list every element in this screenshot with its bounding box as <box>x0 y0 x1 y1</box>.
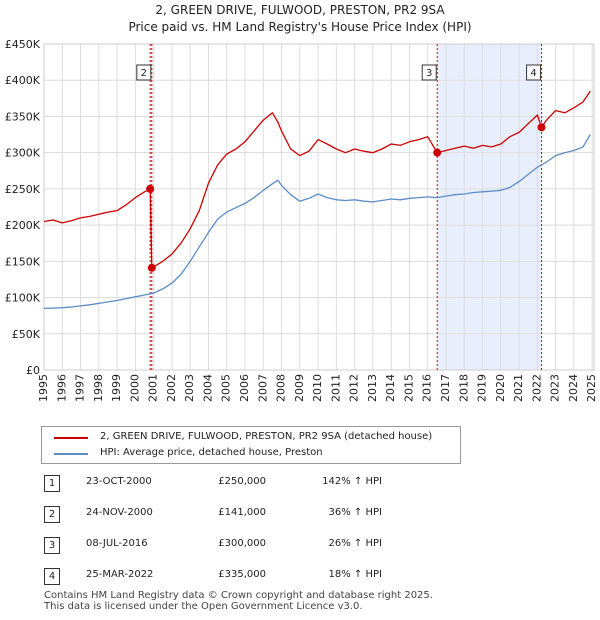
sale-date: 08-JUL-2016 <box>86 538 148 549</box>
sale-date: 25-MAR-2022 <box>86 569 154 580</box>
series-lines <box>43 90 591 310</box>
sale-point <box>433 148 442 157</box>
sale-row: 3 08-JUL-2016 £300,000 26% ↑ HPI <box>44 536 464 554</box>
sale-price: £141,000 <box>218 507 266 518</box>
legend-label-property: 2, GREEN DRIVE, FULWOOD, PRESTON, PR2 9S… <box>100 431 433 442</box>
x-tick-label: 2002 <box>165 374 178 402</box>
sale-point <box>147 263 156 272</box>
x-tick-label: 2024 <box>567 374 580 402</box>
sale-hpi-change: 36% ↑ HPI <box>328 507 382 518</box>
sale-number-badge: 2 <box>44 506 60 523</box>
x-tick-label: 2019 <box>476 374 489 402</box>
legend: 2, GREEN DRIVE, FULWOOD, PRESTON, PR2 9S… <box>41 426 461 464</box>
x-axis-ticks: 1995 1996 1997 1998 1999 2000 2001 2002 2003 2004… <box>37 374 598 402</box>
marker-label-box: 4 <box>526 64 542 81</box>
y-tick-label: £450K <box>5 38 41 51</box>
x-tick-label: 2001 <box>147 374 160 402</box>
x-tick-label: 1996 <box>55 374 68 402</box>
x-tick-label: 2005 <box>220 374 233 402</box>
marker-label-text: 4 <box>530 68 536 79</box>
footer: Contains HM Land Registry data © Crown c… <box>44 590 433 612</box>
x-tick-label: 2020 <box>494 374 507 402</box>
shaded-period <box>437 44 542 370</box>
x-tick-label: 1998 <box>92 374 105 402</box>
x-tick-label: 2011 <box>329 374 342 402</box>
marker-label-frame <box>421 64 437 81</box>
marker-label-frame <box>136 64 152 81</box>
grid-lines <box>43 43 595 371</box>
sale-hpi-change: 142% ↑ HPI <box>322 476 382 487</box>
series-line <box>43 90 591 269</box>
y-tick-label: £50K <box>12 328 41 341</box>
sale-date: 23-OCT-2000 <box>86 476 152 487</box>
x-tick-label: 2000 <box>128 374 141 402</box>
x-tick-label: 2018 <box>457 374 470 402</box>
x-tick-label: 2009 <box>293 374 306 402</box>
y-tick-label: £100K <box>5 292 41 305</box>
y-tick-label: £200K <box>5 219 41 232</box>
sale-price: £300,000 <box>218 538 266 549</box>
x-tick-label: 2007 <box>256 374 269 402</box>
x-tick-label: 2012 <box>348 374 361 402</box>
sale-point <box>537 123 546 132</box>
sale-row: 4 25-MAR-2022 £335,000 18% ↑ HPI <box>44 567 464 585</box>
y-tick-label: £150K <box>5 255 41 268</box>
price-chart: 2, GREEN DRIVE, FULWOOD, PRESTON, PR2 9S… <box>5 3 598 402</box>
x-tick-label: 2010 <box>311 374 324 402</box>
x-tick-label: 2014 <box>384 374 397 402</box>
marker-label-box: 2 <box>136 64 152 81</box>
sale-number-badge: 3 <box>44 537 60 554</box>
x-tick-label: 2008 <box>275 374 288 402</box>
y-tick-label: £400K <box>5 74 41 87</box>
x-tick-label: 1995 <box>37 374 50 402</box>
chart-title: 2, GREEN DRIVE, FULWOOD, PRESTON, PR2 9S… <box>155 3 445 17</box>
sale-hpi-change: 18% ↑ HPI <box>328 569 382 580</box>
series-line <box>43 134 591 310</box>
marker-label-text: 2 <box>141 68 147 79</box>
sale-hpi-change: 26% ↑ HPI <box>328 538 382 549</box>
sale-point <box>146 184 155 193</box>
x-tick-label: 2022 <box>530 374 543 402</box>
sale-row: 1 23-OCT-2000 £250,000 142% ↑ HPI <box>44 474 464 492</box>
marker-label-frame <box>526 64 542 81</box>
y-tick-label: £0 <box>26 364 40 377</box>
y-tick-label: £300K <box>5 147 41 160</box>
legend-swatch-hpi <box>54 453 88 455</box>
sale-date: 24-NOV-2000 <box>86 507 153 518</box>
x-tick-label: 2021 <box>512 374 525 402</box>
chart-subtitle: Price paid vs. HM Land Registry's House … <box>128 20 471 34</box>
marker-label-text: 3 <box>426 68 432 79</box>
sale-number-badge: 4 <box>44 568 60 585</box>
legend-label-hpi: HPI: Average price, detached house, Pres… <box>100 447 323 458</box>
y-tick-label: £250K <box>5 183 41 196</box>
marker-label-box: 3 <box>421 64 437 81</box>
sale-points <box>146 123 546 272</box>
plot-frame <box>43 43 595 371</box>
y-axis-ticks: £0 £50K £100K £150K £200K £250K £300K £350K £400… <box>5 38 41 377</box>
footer-licence: This data is licensed under the Open Gov… <box>44 601 363 612</box>
x-tick-label: 2025 <box>585 374 598 402</box>
x-tick-label: 2015 <box>402 374 415 402</box>
x-tick-label: 1999 <box>110 374 123 402</box>
x-tick-label: 2004 <box>201 374 214 402</box>
x-tick-label: 1997 <box>74 374 87 402</box>
x-tick-label: 2013 <box>366 374 379 402</box>
marker-labels: 2 3 4 <box>136 64 542 81</box>
sale-price: £250,000 <box>218 476 266 487</box>
x-tick-label: 2006 <box>238 374 251 402</box>
sale-row: 2 24-NOV-2000 £141,000 36% ↑ HPI <box>44 505 464 523</box>
x-tick-label: 2003 <box>183 374 196 402</box>
footer-copyright: Contains HM Land Registry data © Crown c… <box>44 590 433 601</box>
x-tick-label: 2023 <box>549 374 562 402</box>
x-tick-label: 2017 <box>439 374 452 402</box>
sale-price: £335,000 <box>218 569 266 580</box>
legend-swatch-property <box>54 437 88 439</box>
sale-number-badge: 1 <box>44 475 60 492</box>
y-tick-label: £350K <box>5 110 41 123</box>
x-tick-label: 2016 <box>421 374 434 402</box>
